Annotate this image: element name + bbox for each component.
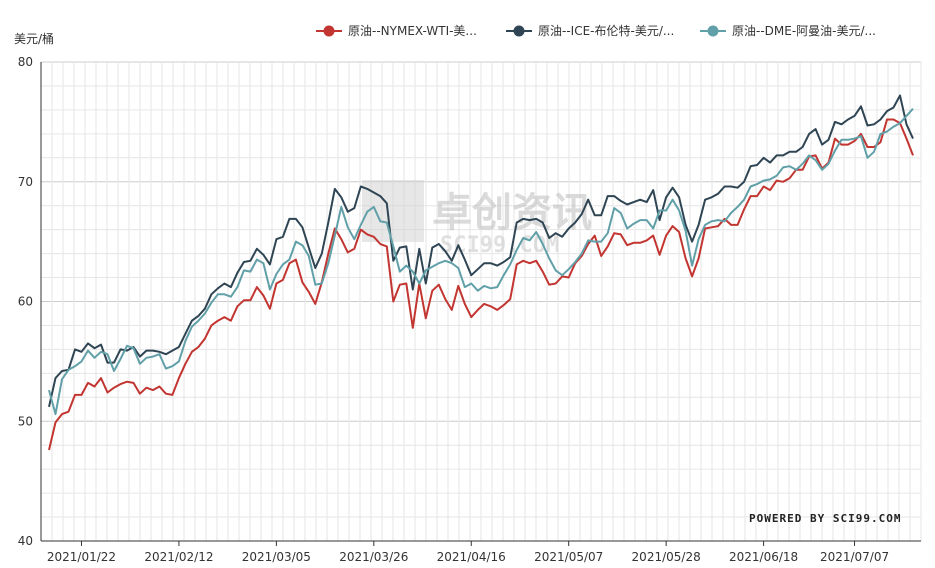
legend-label: 原油--DME-阿曼油-美元/... — [732, 24, 876, 38]
legend-marker — [513, 25, 525, 37]
legend[interactable]: 原油--NYMEX-WTI-美... 原油--ICE-布伦特-美元/... 原油--… — [316, 23, 876, 38]
series-line-1 — [48, 118, 914, 451]
x-tick-label: 2021/03/05 — [242, 550, 311, 564]
watermark-logo — [362, 180, 424, 242]
legend-marker — [323, 25, 335, 37]
y-tick-label: 70 — [18, 175, 33, 189]
legend-item-2[interactable]: 原油--ICE-布伦特-美元/... — [506, 23, 674, 38]
powered-by-footer: POWERED BY SCI99.COM — [749, 512, 901, 525]
x-tick-label: 2021/01/22 — [47, 550, 116, 564]
series-line-2 — [48, 94, 914, 408]
y-tick-label: 80 — [18, 55, 33, 69]
series-line-3 — [48, 108, 914, 416]
x-tick-label: 2021/05/28 — [632, 550, 701, 564]
legend-label: 原油--NYMEX-WTI-美... — [348, 24, 477, 38]
y-axis-unit: 美元/桶 — [14, 31, 54, 46]
y-tick-label: 60 — [18, 295, 33, 309]
series-lines — [48, 94, 914, 451]
legend-item-1[interactable]: 原油--NYMEX-WTI-美... — [316, 24, 477, 38]
y-tick-label: 40 — [18, 534, 33, 548]
y-tick-label: 50 — [18, 414, 33, 428]
legend-label: 原油--ICE-布伦特-美元/... — [538, 23, 674, 38]
x-tick-label: 2021/06/18 — [729, 550, 798, 564]
legend-marker — [707, 25, 719, 37]
grid — [40, 61, 922, 542]
legend-item-3[interactable]: 原油--DME-阿曼油-美元/... — [700, 24, 876, 38]
x-tick-label: 2021/03/26 — [339, 550, 408, 564]
watermark-text: 卓创资讯 — [432, 190, 592, 236]
x-tick-label: 2021/05/07 — [534, 550, 603, 564]
x-tick-label: 2021/07/07 — [820, 550, 889, 564]
x-tick-label: 2021/04/16 — [437, 550, 506, 564]
axes: 40 50 60 70 80 2021/01/22 2021/02/12 2021/03/05… — [18, 55, 921, 564]
watermark: 卓创资讯 SCI99.COM — [362, 180, 592, 258]
x-tick-label: 2021/02/12 — [144, 550, 213, 564]
